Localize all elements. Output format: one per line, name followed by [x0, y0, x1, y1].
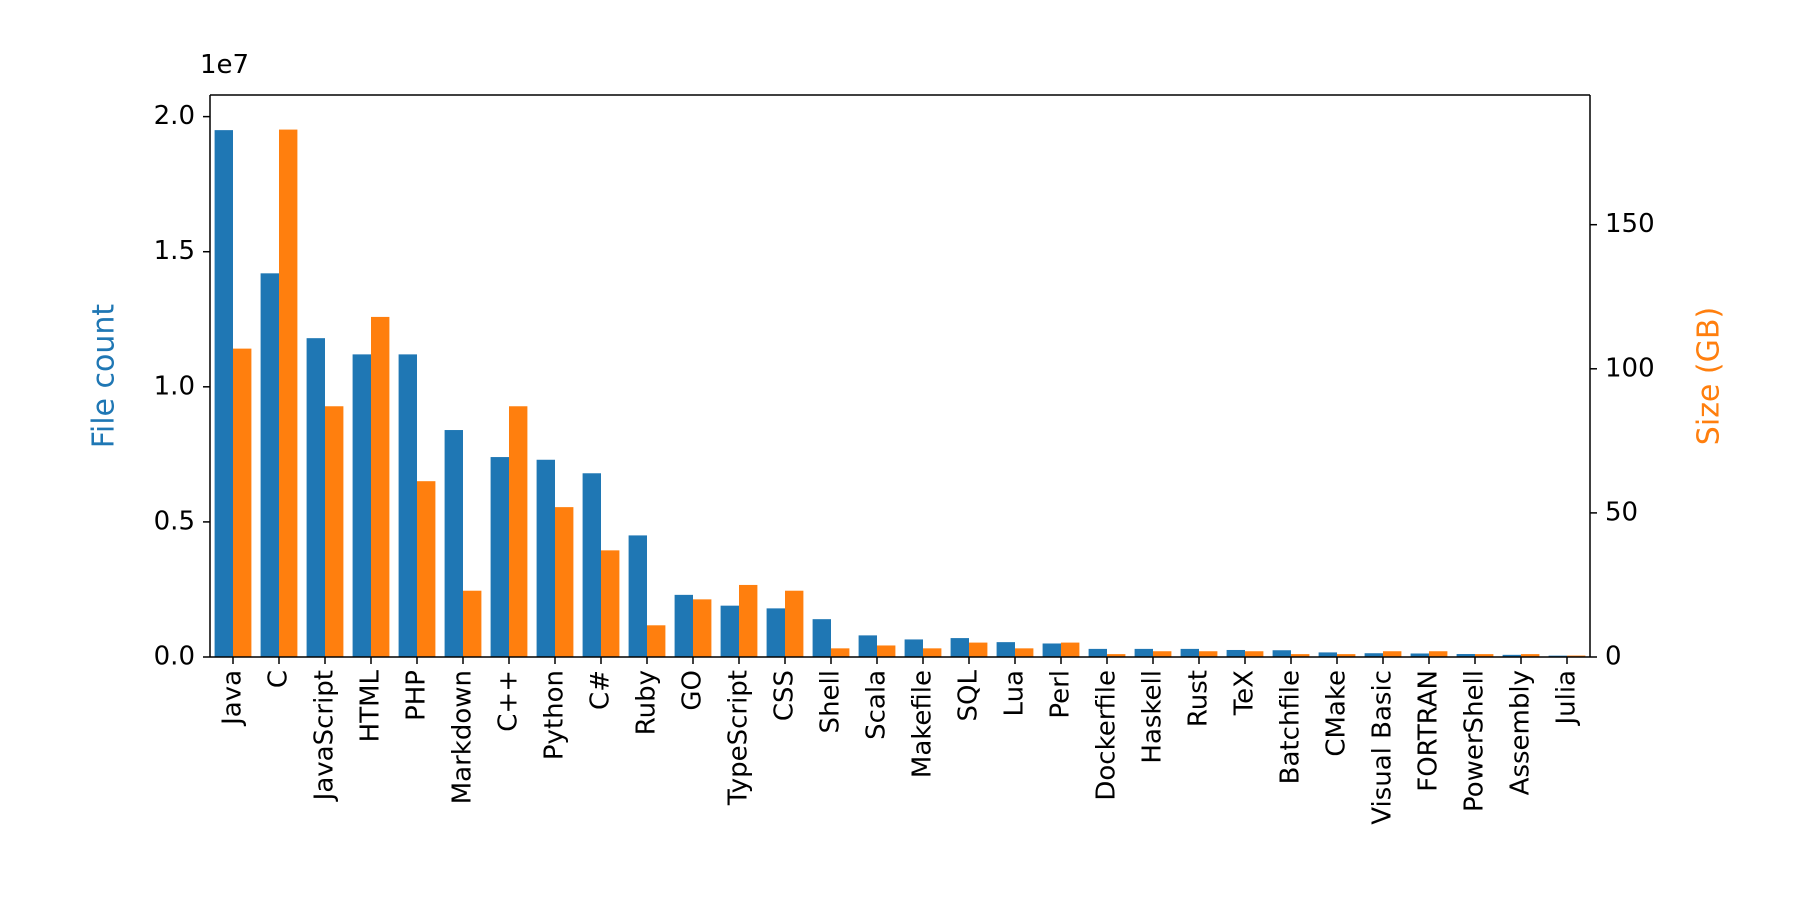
bar-size-gb- [325, 406, 343, 657]
bar-file-count [399, 354, 417, 657]
bar-file-count [905, 639, 923, 657]
ytick-right-label: 150 [1605, 209, 1655, 239]
ytick-left-label: 0.0 [154, 642, 195, 672]
xtick-label: JavaScript [310, 670, 340, 802]
ytick-left-label: 0.5 [154, 506, 195, 536]
xtick-label: Python [540, 670, 570, 760]
bar-file-count [951, 638, 969, 657]
xtick-label: C# [586, 670, 616, 710]
ytick-right-label: 50 [1605, 497, 1638, 527]
bar-size-gb- [1153, 651, 1171, 657]
bar-file-count [1273, 650, 1291, 657]
left-axis-exponent: 1e7 [200, 50, 249, 80]
xtick-label: CMake [1322, 670, 1352, 757]
bar-file-count [445, 430, 463, 657]
xtick-label: SQL [954, 670, 984, 722]
bar-size-gb- [831, 648, 849, 657]
xtick-label: C++ [494, 670, 524, 732]
xtick-label: Rust [1184, 670, 1214, 727]
bar-file-count [1181, 649, 1199, 657]
bar-size-gb- [1429, 651, 1447, 657]
bar-size-gb- [555, 507, 573, 657]
xtick-label: Scala [862, 670, 892, 740]
bar-size-gb- [601, 550, 619, 657]
xtick-label: C [264, 670, 294, 688]
bar-file-count [307, 338, 325, 657]
bar-size-gb- [647, 625, 665, 657]
bar-size-gb- [233, 349, 251, 657]
bar-file-count [859, 635, 877, 657]
xtick-label: Shell [816, 670, 846, 733]
bar-size-gb- [417, 481, 435, 657]
bar-size-gb- [969, 643, 987, 657]
bar-size-gb- [785, 591, 803, 657]
bar-size-gb- [1061, 643, 1079, 657]
bar-file-count [1135, 649, 1153, 657]
xtick-label: Java [218, 670, 248, 727]
ytick-left-label: 2.0 [154, 101, 195, 131]
bar-file-count [813, 619, 831, 657]
xtick-label: PHP [402, 670, 432, 721]
bar-file-count [1043, 643, 1061, 657]
bar-size-gb- [693, 599, 711, 657]
bar-size-gb- [739, 585, 757, 657]
xtick-label: CSS [770, 670, 800, 721]
xtick-label: FORTRAN [1414, 670, 1444, 792]
bar-file-count [629, 535, 647, 657]
bar-size-gb- [509, 406, 527, 657]
bar-size-gb- [279, 130, 297, 657]
bar-file-count [261, 273, 279, 657]
xtick-label: Markdown [448, 670, 478, 804]
xtick-label: PowerShell [1460, 670, 1490, 812]
bar-size-gb- [923, 648, 941, 657]
xtick-label: TypeScript [724, 670, 754, 806]
xtick-label: Assembly [1506, 670, 1536, 795]
bar-file-count [1227, 650, 1245, 657]
xtick-label: GO [678, 670, 708, 711]
bar-file-count [721, 606, 739, 657]
bar-size-gb- [463, 591, 481, 657]
ytick-right-label: 100 [1605, 353, 1655, 383]
chart-container: 0.0 0.5 1.0 1.5 2.01e7 0 50 100 150 Java C JavaScri… [0, 0, 1800, 900]
bar-file-count [583, 473, 601, 657]
bar-size-gb- [877, 645, 895, 657]
left-axis-title: File count [87, 304, 122, 449]
xtick-label: Dockerfile [1092, 670, 1122, 801]
bar-file-count [1089, 649, 1107, 657]
ytick-left-label: 1.5 [154, 236, 195, 266]
bar-file-count [767, 608, 785, 657]
ytick-right-label: 0 [1605, 642, 1622, 672]
bar-size-gb- [1199, 651, 1217, 657]
right-axis-title: Size (GB) [1692, 307, 1727, 445]
xtick-label: Makefile [908, 670, 938, 778]
xtick-label: TeX [1230, 670, 1260, 716]
bar-file-count [537, 460, 555, 657]
bar-size-gb- [1383, 651, 1401, 657]
ytick-left-label: 1.0 [154, 371, 195, 401]
xtick-label: Perl [1046, 670, 1076, 719]
bar-size-gb- [1245, 651, 1263, 657]
xtick-label: Batchfile [1276, 670, 1306, 784]
xtick-label: Ruby [632, 670, 662, 735]
bar-file-count [215, 130, 233, 657]
xtick-label: HTML [356, 669, 386, 742]
xtick-label: Visual Basic [1368, 670, 1398, 825]
xtick-label: Julia [1552, 670, 1582, 727]
bar-file-count [353, 354, 371, 657]
xtick-label: Haskell [1138, 670, 1168, 764]
xtick-label: Lua [1000, 670, 1030, 716]
bar-size-gb- [1015, 648, 1033, 657]
bar-file-count [675, 595, 693, 657]
bar-file-count [491, 457, 509, 657]
bar-chart: 0.0 0.5 1.0 1.5 2.01e7 0 50 100 150 Java C JavaScri… [0, 0, 1800, 900]
bar-size-gb- [371, 317, 389, 657]
bar-file-count [997, 642, 1015, 657]
